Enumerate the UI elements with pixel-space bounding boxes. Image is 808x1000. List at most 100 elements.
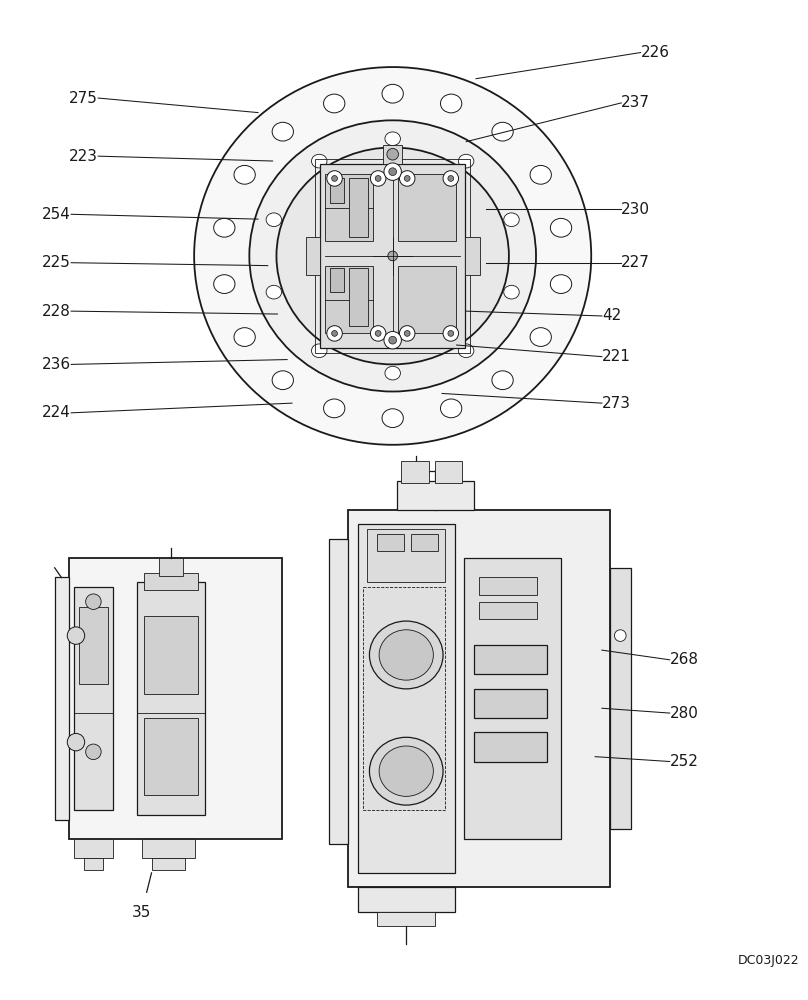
Bar [363,587,445,810]
Bar [383,145,402,164]
Bar [465,237,480,275]
Ellipse shape [550,275,572,293]
Ellipse shape [276,147,509,364]
Bar [402,461,428,483]
Text: 268: 268 [670,652,699,667]
Bar [368,529,445,582]
Bar [479,577,537,595]
Circle shape [384,331,402,349]
Text: 224: 224 [42,405,71,420]
Ellipse shape [213,275,235,293]
Ellipse shape [379,746,433,796]
Text: 226: 226 [641,45,670,60]
Circle shape [370,171,386,186]
Circle shape [389,168,397,176]
Bar [315,159,470,353]
Ellipse shape [379,630,433,680]
Bar [159,558,183,576]
Bar [69,558,282,839]
Ellipse shape [272,122,293,141]
Bar [325,174,373,241]
Text: 227: 227 [621,255,650,270]
Bar [142,839,195,858]
Ellipse shape [385,366,401,380]
Ellipse shape [440,94,462,113]
Circle shape [448,176,454,181]
Bar [152,858,185,870]
Bar [465,558,562,839]
Circle shape [387,148,398,160]
Bar [305,237,320,275]
Text: DC03J022: DC03J022 [738,954,799,967]
Text: 42: 42 [602,308,621,323]
Bar [144,573,198,590]
Circle shape [375,176,381,181]
Ellipse shape [194,67,591,445]
Circle shape [326,326,343,341]
Bar [320,164,465,348]
Circle shape [331,176,338,181]
Bar [74,587,113,810]
Ellipse shape [440,399,462,418]
Bar [474,689,547,718]
Ellipse shape [492,122,513,141]
Bar [325,266,373,333]
Ellipse shape [213,218,235,237]
Ellipse shape [385,132,401,146]
Text: 252: 252 [670,754,699,769]
Circle shape [443,326,458,341]
Bar [609,568,631,829]
Bar [329,539,348,844]
Bar [330,178,344,203]
Circle shape [370,326,386,341]
Text: 275: 275 [69,91,99,106]
Text: 221: 221 [602,349,631,364]
Bar [79,607,108,684]
Text: 280: 280 [670,706,699,721]
Circle shape [67,733,85,751]
Circle shape [375,331,381,336]
Ellipse shape [250,120,536,392]
Bar [397,481,474,510]
Ellipse shape [234,165,255,184]
Ellipse shape [266,285,282,299]
Bar [398,266,456,333]
Ellipse shape [272,371,293,390]
Text: 228: 228 [42,304,71,319]
Bar [349,268,368,326]
Circle shape [326,171,343,186]
Ellipse shape [550,218,572,237]
Ellipse shape [323,94,345,113]
Ellipse shape [503,285,520,299]
Bar [84,858,103,870]
Text: 225: 225 [42,255,71,270]
Circle shape [443,171,458,186]
Ellipse shape [458,344,473,358]
Ellipse shape [503,213,520,227]
Bar [377,912,436,926]
Bar [398,174,456,241]
Ellipse shape [266,213,282,227]
Circle shape [384,163,402,180]
Circle shape [388,251,398,261]
Circle shape [389,336,397,344]
Ellipse shape [312,154,327,168]
Ellipse shape [458,154,473,168]
Bar [349,178,368,237]
Bar [358,887,455,912]
Text: 236: 236 [42,357,71,372]
Bar [330,268,344,292]
Bar [474,732,547,762]
Circle shape [399,326,415,341]
Bar [144,616,198,694]
Bar [137,582,204,815]
Circle shape [448,331,454,336]
Bar [55,577,69,820]
Circle shape [86,594,101,609]
Ellipse shape [530,165,551,184]
Circle shape [404,176,410,181]
Circle shape [86,744,101,760]
Circle shape [399,171,415,186]
Bar [144,718,198,795]
Circle shape [614,630,626,641]
